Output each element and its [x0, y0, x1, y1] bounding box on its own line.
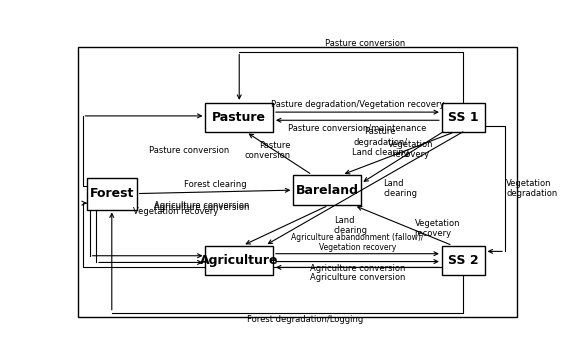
Text: Land
clearing: Land clearing [383, 179, 417, 198]
Text: Forest degradation/Logging: Forest degradation/Logging [248, 315, 364, 324]
Text: Vegetation
recovery: Vegetation recovery [415, 219, 460, 238]
Text: Pasture degradation/Vegetation recovery: Pasture degradation/Vegetation recovery [271, 100, 444, 109]
Text: Vegetation
recovery: Vegetation recovery [388, 140, 433, 159]
Text: Forest clearing: Forest clearing [184, 180, 246, 189]
Text: Vegetation
degradation: Vegetation degradation [506, 179, 558, 198]
Text: SS 1: SS 1 [448, 111, 479, 124]
Text: Agriculture conversion: Agriculture conversion [310, 273, 405, 282]
Text: Pasture conversion: Pasture conversion [149, 146, 229, 155]
Text: Pasture conversion: Pasture conversion [325, 39, 405, 48]
Text: Agriculture conversion: Agriculture conversion [310, 264, 405, 273]
Text: Land
clearing: Land clearing [333, 216, 368, 235]
Text: Agriculture conversion: Agriculture conversion [153, 201, 249, 210]
Text: SS 2: SS 2 [448, 253, 479, 267]
Bar [442, 103, 485, 132]
Bar [206, 246, 273, 275]
Text: Agriculture conversion: Agriculture conversion [153, 203, 249, 212]
Text: Pasture
conversion: Pasture conversion [245, 141, 291, 160]
Text: Pasture: Pasture [212, 111, 266, 124]
Text: Bareland: Bareland [296, 184, 358, 197]
Text: Agriculture abandonment (fallow)/
Vegetation recovery: Agriculture abandonment (fallow)/ Vegeta… [291, 233, 424, 252]
Text: Agriculture: Agriculture [200, 253, 278, 267]
Bar [206, 103, 273, 132]
Bar [87, 177, 137, 210]
Bar [293, 175, 361, 205]
Bar [442, 246, 485, 275]
Text: Vegetation recovery: Vegetation recovery [134, 207, 218, 216]
Text: Pasture
degradation/
Land clearing: Pasture degradation/ Land clearing [352, 127, 409, 157]
Text: Pasture conversion/maintenance: Pasture conversion/maintenance [288, 123, 426, 132]
Text: Forest: Forest [89, 187, 134, 200]
